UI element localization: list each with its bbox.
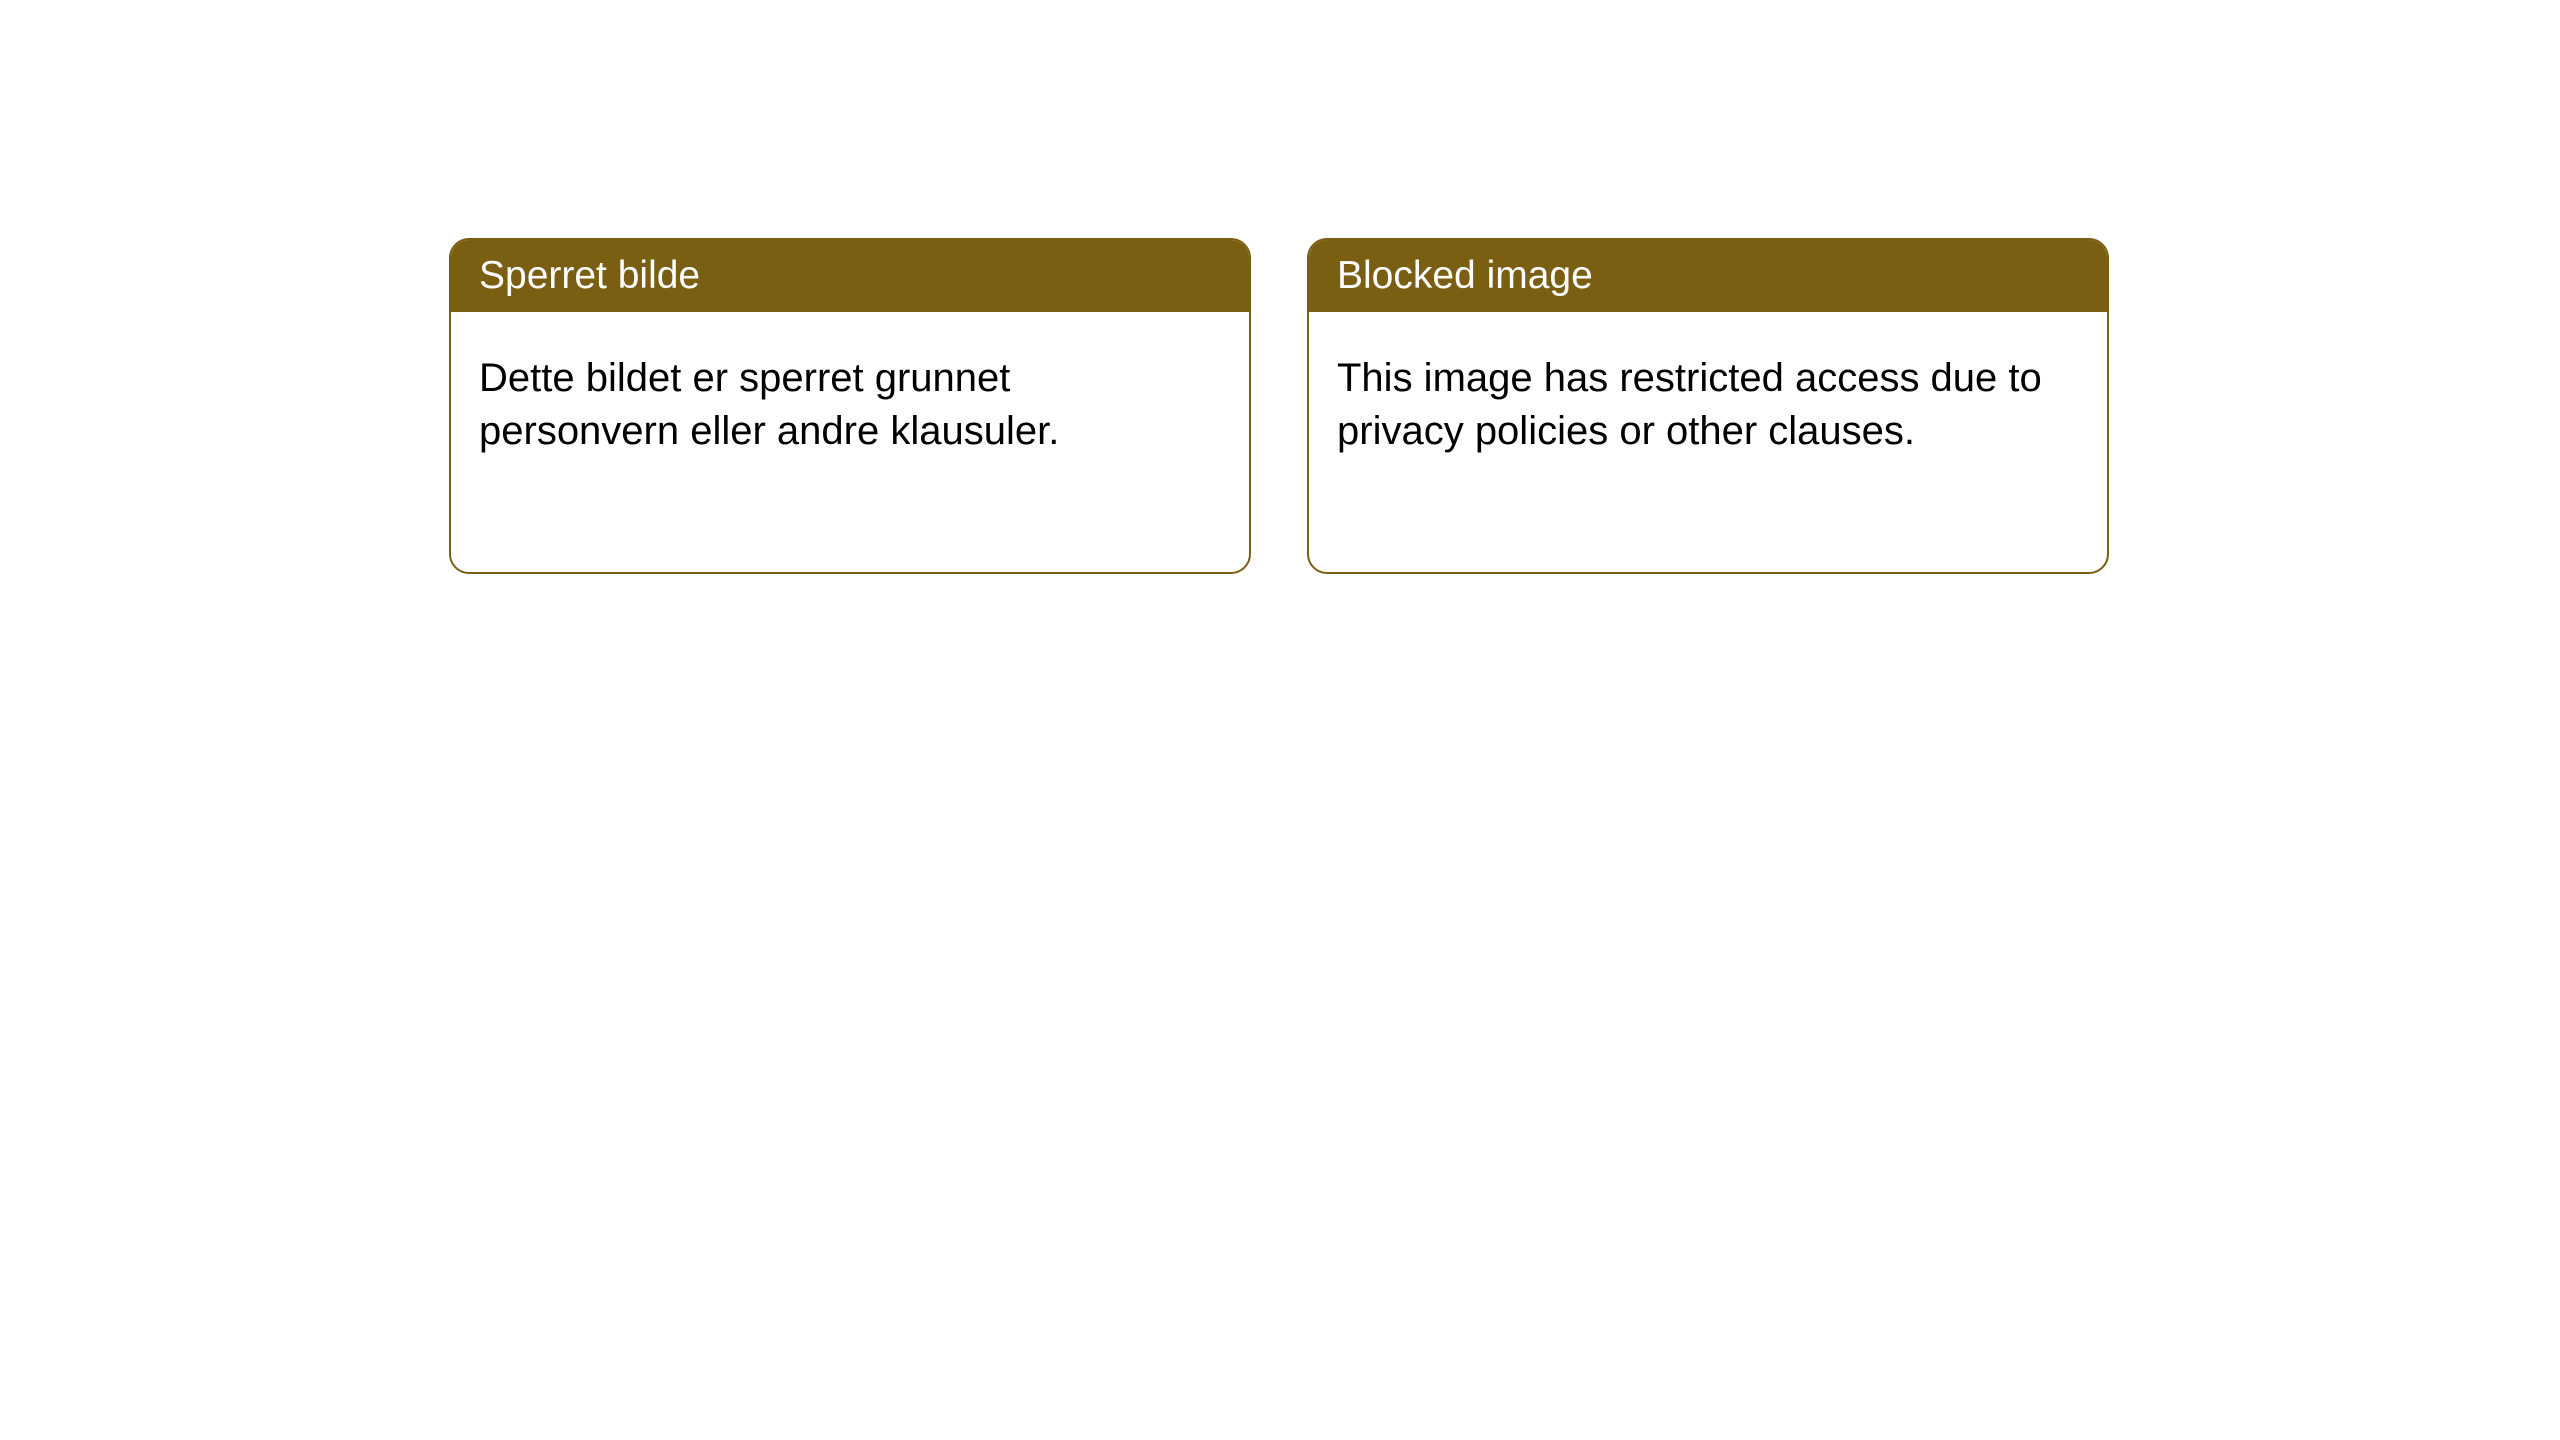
card-message: Dette bildet er sperret grunnet personve… xyxy=(479,356,1059,453)
card-body: Dette bildet er sperret grunnet personve… xyxy=(451,312,1249,498)
card-header: Sperret bilde xyxy=(451,240,1249,312)
card-title: Blocked image xyxy=(1337,254,1593,297)
card-title: Sperret bilde xyxy=(479,254,700,297)
card-body: This image has restricted access due to … xyxy=(1309,312,2107,498)
blocked-image-card-norwegian: Sperret bilde Dette bildet er sperret gr… xyxy=(449,238,1251,574)
blocked-image-card-english: Blocked image This image has restricted … xyxy=(1307,238,2109,574)
card-message: This image has restricted access due to … xyxy=(1337,356,2042,453)
card-header: Blocked image xyxy=(1309,240,2107,312)
cards-container: Sperret bilde Dette bildet er sperret gr… xyxy=(449,238,2109,574)
